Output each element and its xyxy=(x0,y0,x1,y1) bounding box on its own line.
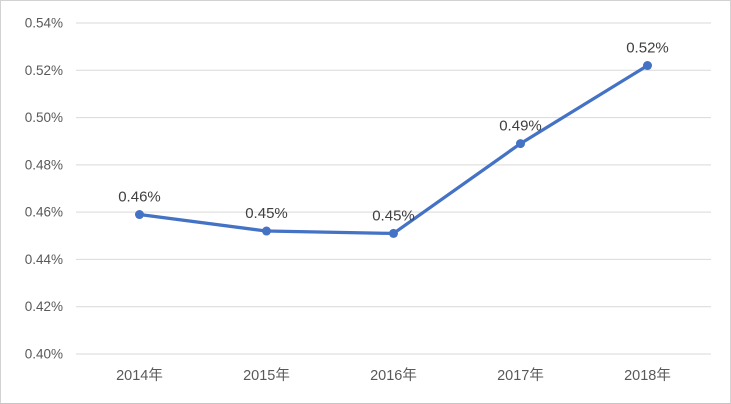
x-tick-label: 2014年 xyxy=(116,367,163,384)
data-point-marker xyxy=(389,228,398,238)
data-point-marker xyxy=(643,61,652,71)
data-point-label: 0.46% xyxy=(118,189,161,206)
y-tick-label: 0.52% xyxy=(25,63,63,78)
y-tick-label: 0.42% xyxy=(25,299,63,314)
data-point-marker xyxy=(262,226,271,236)
x-tick-label: 2015年 xyxy=(243,367,290,384)
y-tick-label: 0.54% xyxy=(25,16,63,31)
data-point-label: 0.52% xyxy=(626,40,669,57)
data-point-marker xyxy=(135,210,144,220)
data-point-label: 0.45% xyxy=(372,207,415,224)
data-point-marker xyxy=(516,139,525,149)
x-tick-label: 2016年 xyxy=(370,367,417,384)
data-point-label: 0.49% xyxy=(499,118,542,135)
data-point-label: 0.45% xyxy=(245,205,288,222)
y-tick-label: 0.46% xyxy=(25,205,63,220)
y-tick-label: 0.44% xyxy=(25,252,63,267)
x-tick-label: 2017年 xyxy=(497,367,544,384)
x-tick-label: 2018年 xyxy=(624,367,671,384)
y-tick-label: 0.40% xyxy=(25,347,63,362)
y-tick-label: 0.48% xyxy=(25,157,63,172)
y-tick-label: 0.50% xyxy=(25,110,63,125)
